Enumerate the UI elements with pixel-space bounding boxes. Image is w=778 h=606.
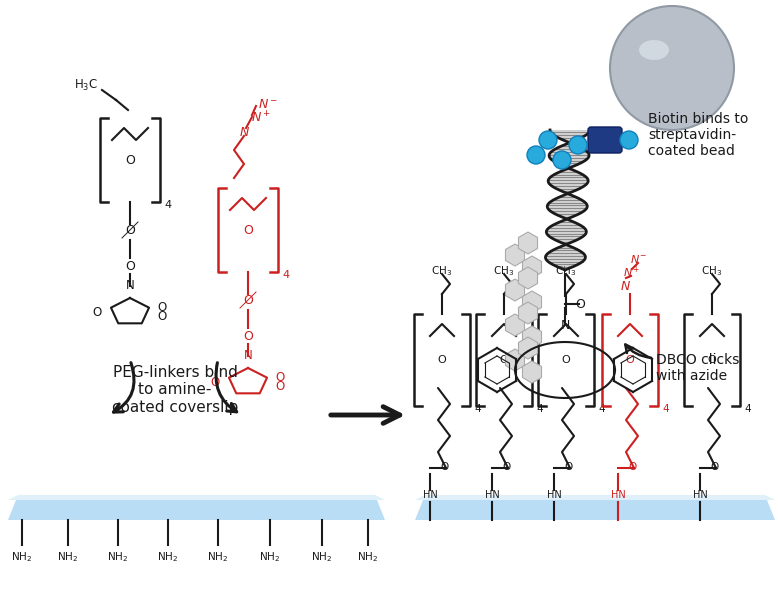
Polygon shape [518,267,538,289]
Text: CH$_3$: CH$_3$ [431,264,453,278]
Polygon shape [415,495,775,520]
Circle shape [539,131,557,149]
Text: HN: HN [692,490,707,500]
Text: DBCO clicks
with azide: DBCO clicks with azide [656,353,739,383]
Text: O: O [710,462,718,472]
Circle shape [610,6,734,130]
Circle shape [553,151,571,169]
Text: NH$_2$: NH$_2$ [107,550,128,564]
Polygon shape [506,349,524,371]
Text: NH$_2$: NH$_2$ [58,550,79,564]
FancyArrowPatch shape [216,363,237,412]
Text: N: N [560,319,569,332]
Text: O: O [275,371,284,384]
Text: HN: HN [485,490,499,500]
Polygon shape [523,326,541,348]
Polygon shape [8,495,385,500]
Polygon shape [518,302,538,324]
Text: N: N [244,349,252,362]
FancyArrowPatch shape [114,362,134,412]
Text: NH$_2$: NH$_2$ [208,550,229,564]
Polygon shape [523,361,541,383]
Polygon shape [506,279,524,301]
Text: O: O [243,293,253,307]
Text: O: O [211,376,220,388]
Text: N: N [620,279,629,293]
Text: CH$_3$: CH$_3$ [493,264,514,278]
Polygon shape [523,256,541,278]
Circle shape [527,146,545,164]
Polygon shape [415,495,775,500]
Text: HN: HN [611,490,626,500]
Text: O: O [499,355,508,365]
Text: O: O [626,355,634,365]
Text: PEG-linkers bind
to amine-
coated coverslip: PEG-linkers bind to amine- coated covers… [112,365,238,415]
Text: N$^+$: N$^+$ [251,110,271,125]
Text: CH$_3$: CH$_3$ [555,264,576,278]
Text: 4: 4 [536,404,542,414]
Text: O: O [564,462,573,472]
Text: O: O [243,224,253,236]
Text: 4: 4 [474,404,481,414]
Text: 4: 4 [662,404,668,414]
Text: 4: 4 [282,270,289,280]
Text: N$^-$: N$^-$ [258,98,278,110]
Text: O: O [562,355,570,365]
Text: N: N [125,279,135,292]
Text: NH$_2$: NH$_2$ [259,550,281,564]
Polygon shape [518,232,538,254]
Text: 4: 4 [164,200,171,210]
Text: O: O [125,224,135,236]
Text: O: O [125,259,135,273]
Text: N$^-$: N$^-$ [630,253,648,265]
Text: Biotin binds to
streptavidin-
coated bead: Biotin binds to streptavidin- coated bea… [648,112,748,158]
Text: CH$_3$: CH$_3$ [702,264,723,278]
Polygon shape [8,495,385,520]
Text: O: O [243,330,253,342]
Polygon shape [506,314,524,336]
Text: O: O [275,380,284,393]
Text: HN: HN [547,490,562,500]
Text: 4: 4 [598,404,605,414]
Text: O: O [708,355,717,365]
Text: O: O [502,462,510,472]
Polygon shape [523,291,541,313]
Text: O: O [440,462,448,472]
Text: O: O [575,298,585,310]
Text: H$_3$C: H$_3$C [74,78,98,93]
Text: O: O [628,462,636,472]
Text: HN: HN [422,490,437,500]
Text: NH$_2$: NH$_2$ [311,550,332,564]
Text: O: O [157,301,166,314]
Text: O: O [157,310,166,323]
Text: N$^+$: N$^+$ [623,264,641,279]
Text: O: O [125,153,135,167]
Text: NH$_2$: NH$_2$ [157,550,179,564]
Text: N: N [240,125,249,139]
Text: O: O [93,305,102,319]
FancyBboxPatch shape [588,127,622,153]
FancyArrowPatch shape [626,344,651,358]
Polygon shape [506,244,524,266]
Polygon shape [518,337,538,359]
Text: O: O [437,355,447,365]
Circle shape [569,136,587,154]
Ellipse shape [639,40,669,60]
Text: NH$_2$: NH$_2$ [12,550,33,564]
Circle shape [620,131,638,149]
Text: NH$_2$: NH$_2$ [357,550,379,564]
Text: 4: 4 [744,404,751,414]
